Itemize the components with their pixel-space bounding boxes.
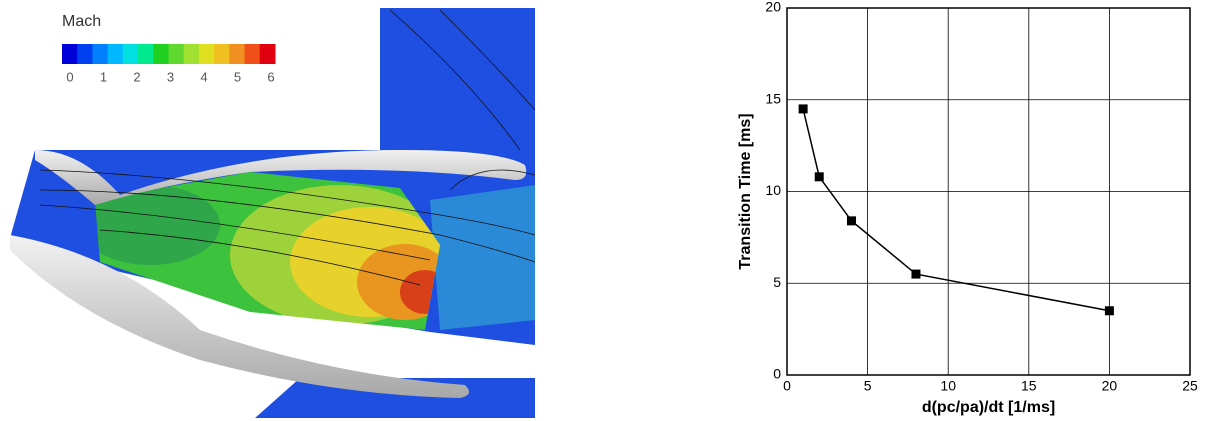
y-tick-label: 20 xyxy=(765,0,781,15)
data-line xyxy=(802,108,1110,312)
colorbar-tick-label: 5 xyxy=(234,69,241,84)
outer-flow xyxy=(430,185,535,330)
y-axis-label: Transition Time [ms] xyxy=(737,113,754,269)
x-tick-label: 25 xyxy=(1182,378,1198,394)
x-tick-label: 15 xyxy=(1021,378,1037,394)
plume-core xyxy=(95,185,440,325)
plot-frame xyxy=(786,7,1191,376)
data-point xyxy=(798,104,808,114)
colorbar-tick-label: 6 xyxy=(267,69,274,84)
colorbar-cell xyxy=(168,44,185,64)
y-tick-label: 10 xyxy=(765,182,781,198)
colorbar-cell xyxy=(153,44,169,64)
lower-wall xyxy=(10,235,469,398)
x-tick-label: 0 xyxy=(783,378,791,394)
y-tick-label: 15 xyxy=(765,90,781,106)
x-tick-label: 5 xyxy=(864,378,872,394)
colorbar-cell xyxy=(92,44,109,64)
x-axis-label: d(pc/pa)/dt [1/ms] xyxy=(922,399,1055,416)
colorbar-tick-label: 3 xyxy=(167,69,174,84)
data-point xyxy=(1104,306,1114,316)
data-point xyxy=(846,216,856,226)
colorbar-cell xyxy=(214,44,230,64)
colorbar-cell xyxy=(122,44,139,64)
colorbar-cell xyxy=(259,44,276,64)
colorbar-cell xyxy=(244,44,261,64)
colorbar-cell xyxy=(183,44,200,64)
x-tick-label: 10 xyxy=(940,378,956,394)
data-point xyxy=(814,172,824,182)
data-point xyxy=(911,269,921,279)
contour-image: Mach 0 1 2 3 4 5 6 xyxy=(10,8,536,418)
chart: 0 5 10 15 20 0 5 10 15 20 25 d(pc/pa)/dt [1/ms] Tran… xyxy=(737,0,1198,416)
colorbar: 0 1 2 3 4 5 6 xyxy=(62,44,276,84)
colorbar-cell xyxy=(62,44,78,64)
upper-wall xyxy=(35,150,527,205)
y-tick-label: 0 xyxy=(773,366,781,382)
colorbar-cell xyxy=(77,44,93,64)
streamlines xyxy=(39,9,536,286)
colorbar-cell xyxy=(138,44,154,64)
x-tick-label: 20 xyxy=(1102,378,1118,394)
colorbar-tick-label: 0 xyxy=(66,69,73,84)
legend-title: Mach xyxy=(62,13,101,30)
colorbar-tick-label: 1 xyxy=(100,69,107,84)
colorbar-tick-label: 4 xyxy=(200,69,207,84)
colorbar-cell xyxy=(107,44,124,64)
colorbar-cell xyxy=(198,44,215,64)
colorbar-cell xyxy=(229,44,246,64)
colorbar-tick-label: 2 xyxy=(133,69,140,84)
y-tick-label: 5 xyxy=(773,274,781,290)
